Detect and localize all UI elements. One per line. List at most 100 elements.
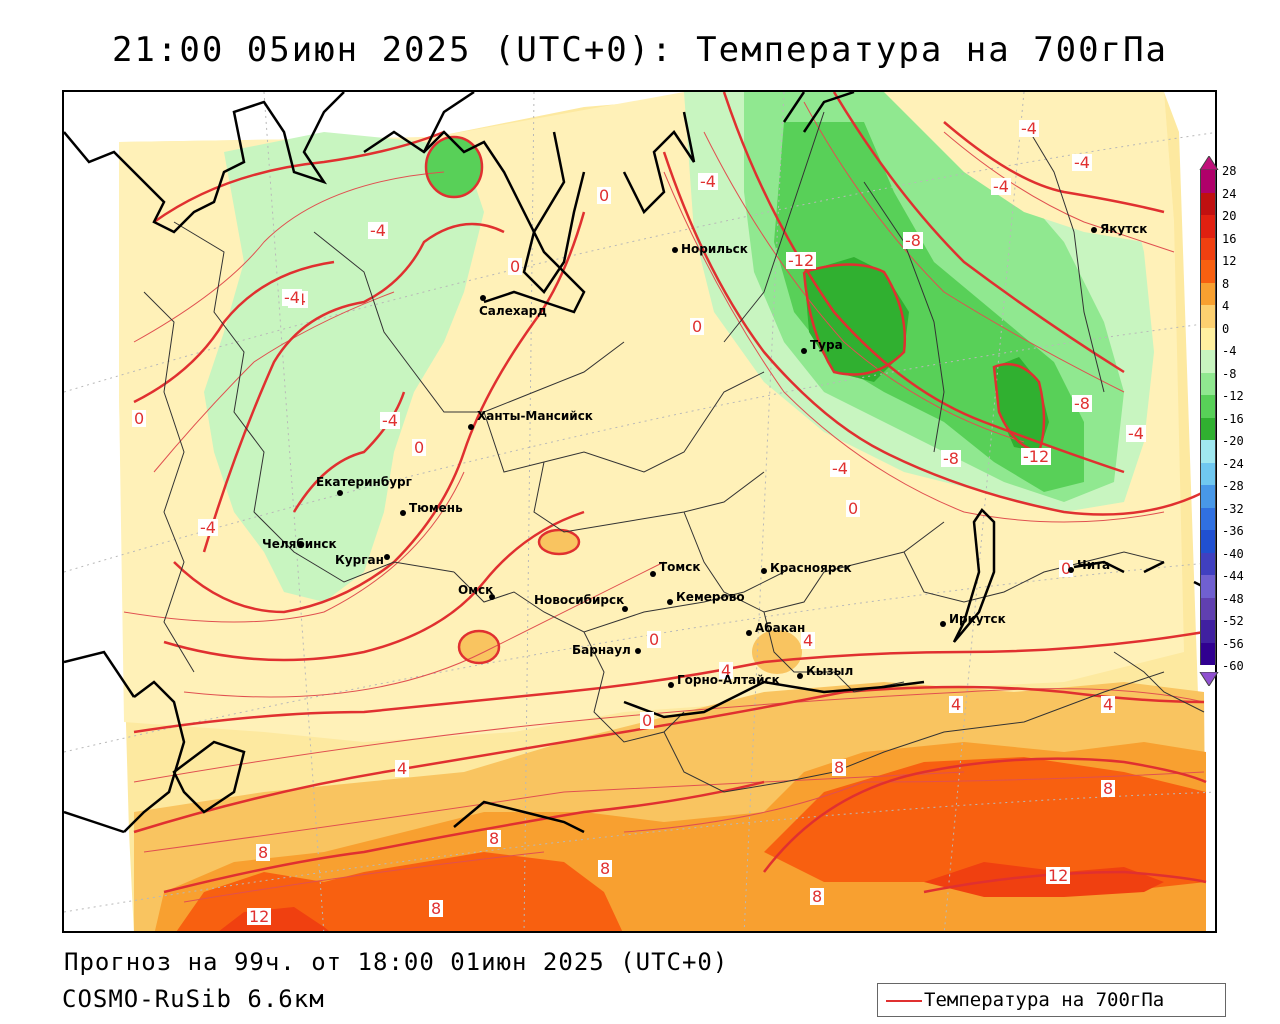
contour-label: 12 — [247, 907, 272, 926]
city-marker: Кемерово — [667, 590, 745, 608]
city-marker: Кызыл — [797, 664, 853, 682]
city-marker: Тура — [801, 338, 843, 357]
contour-label: -4 — [698, 172, 718, 191]
colorbar-tick-label: 24 — [1222, 186, 1237, 201]
model-caption: COSMO-RuSib 6.6км — [62, 985, 325, 1013]
contour-label: 0 — [846, 499, 861, 518]
city-dot-icon — [761, 567, 767, 574]
legend-line-swatch — [886, 1000, 922, 1002]
colorbar-swatch — [1200, 620, 1216, 643]
colorbar-swatch — [1200, 350, 1216, 373]
colorbar-tick-label: 4 — [1222, 299, 1230, 313]
colorbar-tick-label: -4 — [1222, 344, 1237, 358]
contour-label: -12 — [1021, 447, 1052, 466]
colorbar-swatch — [1200, 260, 1216, 283]
colorbar-bottom-arrow-icon — [1199, 672, 1219, 686]
colorbar-swatch — [1200, 305, 1216, 328]
contour-label: 0 — [640, 711, 655, 730]
contour-label: -4 — [830, 459, 850, 478]
colorbar-tick-label: -8 — [1222, 366, 1237, 381]
city-dot-icon — [635, 647, 641, 654]
colorbar-top-arrow-icon — [1199, 156, 1219, 170]
contour-label: -4 — [282, 288, 302, 307]
contour-label: -8 — [1072, 394, 1092, 413]
city-dot-icon — [746, 629, 752, 636]
colorbar-tick-label: -36 — [1222, 524, 1244, 538]
colorbar-swatch — [1200, 642, 1216, 665]
city-dot-icon — [940, 620, 946, 627]
colorbar-swatch — [1200, 192, 1216, 215]
colorbar-tick-label: -56 — [1222, 636, 1244, 651]
city-dot-icon — [622, 605, 628, 612]
colorbar-swatch — [1200, 485, 1216, 508]
contour-label: 0 — [690, 317, 705, 336]
city-marker: Иркутск — [940, 612, 1006, 630]
colorbar-segments — [1200, 170, 1218, 665]
city-marker: Тюмень — [400, 501, 463, 519]
colorbar-swatch — [1200, 462, 1216, 485]
contour-label: -4 — [198, 518, 218, 537]
contour-label: 4 — [395, 759, 410, 778]
contour-label: -4 — [1126, 424, 1146, 443]
legend-label: Температура на 700гПа — [924, 989, 1165, 1011]
city-marker: Якутск — [1091, 222, 1147, 236]
city-marker: Курган — [335, 549, 442, 567]
colorbar-tick-label: -20 — [1222, 434, 1244, 448]
city-dot-icon — [489, 593, 495, 600]
colorbar-tick-label: -44 — [1222, 569, 1244, 583]
colorbar-swatch — [1200, 170, 1216, 193]
colorbar-tick-label: -40 — [1222, 546, 1244, 561]
city-marker: Салехард — [479, 290, 557, 318]
contour-label: -12 — [786, 251, 817, 270]
contour-label: 8 — [810, 887, 825, 906]
colorbar-tick-label: -52 — [1222, 614, 1244, 628]
city-marker: Томск — [650, 560, 701, 580]
contour-label: -4 — [380, 411, 400, 430]
city-dot-icon — [298, 541, 304, 548]
colorbar-tick-label: -24 — [1222, 456, 1244, 471]
city-dot-icon — [468, 423, 474, 430]
city-dot-icon — [337, 489, 343, 496]
colorbar-tick-label: -60 — [1222, 659, 1244, 673]
contour-label: 4 — [1101, 695, 1116, 714]
city-dot-icon — [797, 672, 803, 679]
colorbar-tick-label: -28 — [1222, 479, 1244, 493]
city-marker: Абакан — [746, 621, 805, 639]
city-marker: Омск — [458, 583, 533, 603]
colorbar-tick-label: 0 — [1222, 321, 1230, 336]
contour-label: 0 — [132, 409, 147, 428]
city-dot-icon — [667, 598, 673, 605]
colorbar-swatch — [1200, 530, 1216, 553]
contour-label: 8 — [256, 843, 271, 862]
contour-label: 8 — [1101, 779, 1116, 798]
colorbar-tick-label: 28 — [1222, 164, 1237, 178]
city-dot-icon — [400, 509, 406, 516]
contour-label: 0 — [412, 438, 427, 457]
colorbar-tick-label: -32 — [1222, 501, 1244, 516]
colorbar-tick-label: 8 — [1222, 276, 1230, 291]
contour-label: 4 — [719, 661, 734, 680]
contour-label: -4 — [1019, 119, 1039, 138]
colorbar-tick-label: -16 — [1222, 411, 1244, 426]
colorbar-swatch — [1200, 440, 1216, 463]
contour-label: -4 — [368, 221, 388, 240]
legend-box: Температура на 700гПа — [877, 983, 1226, 1017]
city-marker: Красноярск — [761, 561, 852, 577]
colorbar-swatch — [1200, 372, 1216, 395]
city-dot-icon — [384, 553, 390, 560]
colorbar-swatch — [1200, 507, 1216, 530]
colorbar-tick-label: -12 — [1222, 389, 1244, 403]
colorbar-tick-label: 20 — [1222, 209, 1237, 223]
contour-label: 0 — [508, 257, 523, 276]
contour-label: 0 — [647, 630, 662, 649]
colorbar-swatch — [1200, 215, 1216, 238]
city-marker: Екатеринбург — [316, 475, 442, 499]
contour-label: 8 — [487, 829, 502, 848]
city-dot-icon — [650, 570, 656, 577]
contour-label: 12 — [1046, 866, 1071, 885]
colorbar-swatch — [1200, 395, 1216, 418]
city-dot-icon — [480, 294, 486, 301]
contour-label: -8 — [903, 231, 923, 250]
city-marker: Чита — [1068, 558, 1110, 576]
contour-label: 8 — [429, 899, 444, 918]
